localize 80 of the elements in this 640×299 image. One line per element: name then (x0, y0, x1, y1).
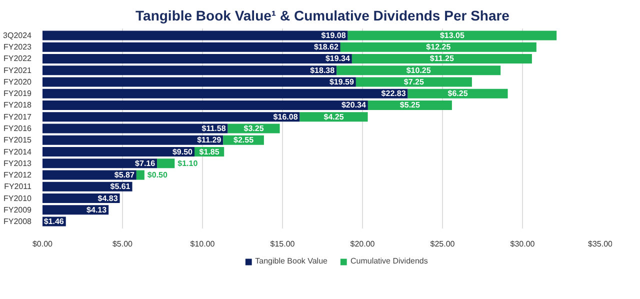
bar (408, 88, 508, 98)
y-tick-label: FY2010 (3, 194, 32, 203)
y-tick-label: FY2019 (3, 89, 32, 98)
data-label: $10.25 (406, 66, 432, 75)
bar (356, 77, 472, 87)
y-tick-label: FY2022 (3, 54, 32, 64)
y-tick-label: FY2023 (3, 42, 32, 52)
data-label: $19.34 (325, 54, 350, 64)
data-label: $5.25 (400, 100, 420, 110)
x-tick-label: $25.00 (430, 240, 456, 248)
data-label: $12.25 (426, 42, 452, 52)
y-tick-label: FY2011 (4, 182, 32, 192)
data-label: $11.29 (197, 136, 222, 145)
bar (42, 30, 348, 40)
bar (42, 124, 228, 134)
bar (42, 170, 136, 180)
y-tick-label: FY2013 (3, 158, 32, 168)
bar (42, 158, 158, 168)
x-tick-label: $0.00 (32, 240, 54, 248)
bar (42, 135, 224, 145)
data-label: $2.55 (234, 136, 254, 145)
bar (336, 66, 501, 76)
data-label: $19.08 (321, 30, 346, 40)
x-tick-label: $20.00 (350, 240, 376, 248)
bar (348, 30, 557, 40)
bar (42, 66, 337, 76)
data-label: $22.83 (381, 89, 406, 98)
data-label: $6.25 (448, 89, 468, 98)
data-label: $1.10 (178, 158, 198, 168)
bar (136, 170, 144, 180)
y-tick-label: FY2012 (3, 170, 32, 180)
bar (42, 88, 408, 98)
data-label: $1.46 (44, 217, 64, 226)
legend-label: Tangible Book Value (255, 256, 328, 266)
x-tick-label: $10.00 (190, 240, 216, 248)
data-label: $5.61 (110, 182, 131, 192)
bar (352, 54, 532, 64)
bar (42, 112, 300, 122)
data-label: $7.16 (135, 158, 156, 168)
data-label: $11.58 (202, 124, 226, 133)
bar (42, 77, 356, 87)
bar (157, 158, 175, 168)
x-tick-label: $15.00 (270, 240, 296, 248)
y-tick-label: FY2009 (3, 205, 32, 214)
data-label: $7.25 (404, 77, 424, 86)
data-label: $20.34 (341, 100, 366, 110)
data-label: $18.38 (310, 66, 336, 75)
y-tick-label: FY2020 (3, 77, 32, 86)
chart-title: Tangible Book Value¹ & Cumulative Dividends Per Share (136, 8, 510, 24)
data-label: $0.50 (147, 170, 168, 180)
bar (42, 146, 194, 157)
data-label: $11.25 (430, 54, 455, 64)
data-label: $4.25 (324, 112, 344, 122)
y-tick-label: FY2016 (3, 124, 32, 133)
x-tick-label: $30.00 (510, 240, 536, 248)
data-label: $16.08 (273, 112, 298, 122)
x-tick-label: $5.00 (112, 240, 134, 248)
y-tick-label: FY2008 (3, 217, 32, 226)
y-tick-label: FY2015 (3, 136, 32, 145)
data-label: $9.50 (172, 147, 194, 156)
y-tick-label: FY2021 (3, 66, 32, 75)
bar (42, 182, 132, 192)
y-tick-label: FY2018 (3, 100, 32, 110)
y-tick-label: FY2017 (3, 112, 32, 122)
bar (340, 42, 536, 52)
bar (42, 100, 368, 110)
data-label: $4.13 (86, 205, 108, 214)
data-label: $18.62 (314, 42, 339, 52)
bar (42, 54, 352, 64)
data-label: $3.25 (244, 124, 264, 133)
data-label: $5.87 (114, 170, 135, 180)
data-label: $13.05 (440, 30, 465, 40)
data-label: $19.59 (329, 77, 354, 86)
bar (42, 42, 340, 52)
y-tick-label: FY2014 (3, 147, 32, 156)
legend-label: Cumulative Dividends (350, 256, 428, 266)
y-tick-label: 3Q2024 (3, 30, 32, 40)
data-label: $1.85 (199, 147, 220, 156)
data-label: $4.83 (98, 194, 118, 203)
x-tick-label: $35.00 (588, 240, 614, 248)
